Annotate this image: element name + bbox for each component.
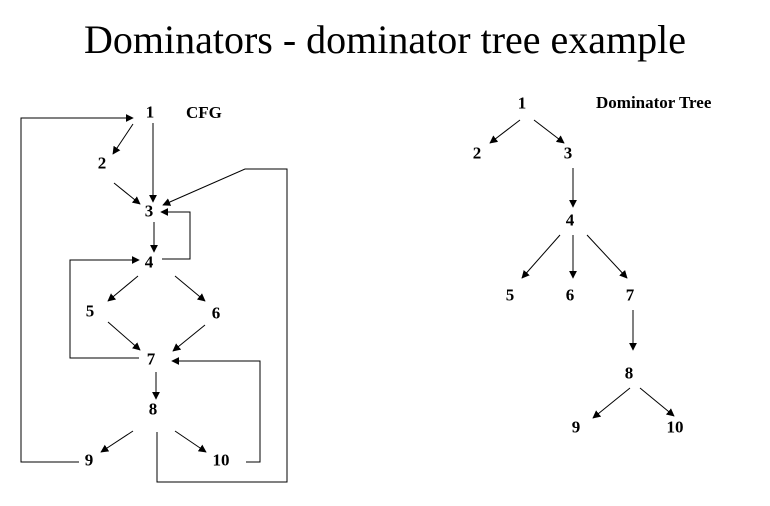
cfg-edge-5-to-7 [107, 321, 141, 351]
dom-node-4: 4 [566, 211, 575, 230]
dominator-tree-edges [489, 119, 675, 419]
cfg-caption: CFG [186, 103, 222, 122]
dom-node-10: 10 [667, 418, 684, 437]
dominator-tree-caption: Dominator Tree [596, 93, 712, 112]
cfg-graph: CFG 1 2 3 4 5 6 7 8 9 10 [20, 103, 288, 483]
cfg-edge-7-to-4 [69, 256, 140, 359]
cfg-node-9: 9 [85, 451, 94, 470]
cfg-node-8: 8 [149, 400, 158, 419]
dom-node-7: 7 [626, 286, 635, 305]
cfg-edge-4-to-5 [107, 275, 139, 302]
dom-edge-4-to-5 [521, 234, 561, 279]
cfg-node-7: 7 [147, 350, 156, 369]
cfg-edge-8-to-9 [100, 430, 134, 453]
cfg-edges [20, 114, 288, 483]
cfg-node-1: 1 [146, 103, 155, 122]
cfg-node-2: 2 [98, 154, 107, 173]
dom-node-5: 5 [506, 286, 515, 305]
cfg-node-3: 3 [145, 202, 154, 221]
cfg-node-10: 10 [213, 451, 230, 470]
dominator-tree: Dominator Tree 1 2 3 4 5 6 7 8 9 10 [473, 93, 712, 437]
cfg-node-5: 5 [86, 302, 95, 321]
cfg-node-6: 6 [212, 304, 221, 323]
slide-title: Dominators - dominator tree example [83, 17, 687, 62]
dom-edge-1-to-2 [489, 119, 521, 144]
cfg-edge-10-to-7 [171, 357, 261, 463]
dom-node-2: 2 [473, 144, 482, 163]
cfg-edge-4-to-3 [160, 208, 191, 260]
dominator-tree-nodes: 1 2 3 4 5 6 7 8 9 10 [473, 94, 684, 437]
cfg-edge-8-to-10 [174, 430, 207, 453]
dom-edge-4-to-7 [586, 234, 628, 279]
dom-node-1: 1 [518, 94, 527, 113]
dom-node-6: 6 [566, 286, 575, 305]
cfg-edge-4-to-6 [174, 275, 206, 302]
dom-node-3: 3 [564, 144, 573, 163]
cfg-edge-2-to-3 [113, 182, 141, 205]
dom-node-9: 9 [572, 418, 581, 437]
dom-edge-8-to-10 [639, 387, 675, 417]
cfg-edge-9-to-1 [20, 114, 134, 463]
cfg-nodes: 1 2 3 4 5 6 7 8 9 10 [85, 103, 230, 470]
cfg-edge-6-to-7 [172, 324, 206, 352]
dom-edge-1-to-3 [533, 119, 565, 144]
cfg-edge-8-to-3 [156, 168, 288, 483]
dom-edge-8-to-9 [592, 387, 631, 419]
cfg-edge-1-to-2 [112, 123, 134, 155]
dom-node-8: 8 [625, 364, 634, 383]
cfg-node-4: 4 [145, 253, 154, 272]
